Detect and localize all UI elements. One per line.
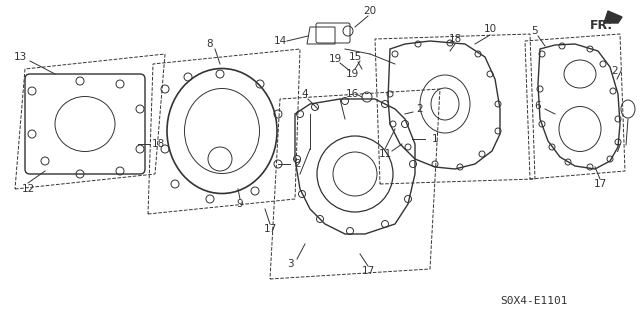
Text: 17: 17: [362, 266, 374, 276]
Text: FR.: FR.: [590, 19, 613, 32]
Text: 2: 2: [294, 159, 301, 169]
Text: 14: 14: [273, 36, 287, 46]
Text: S0X4-E1101: S0X4-E1101: [500, 296, 568, 306]
Text: 8: 8: [207, 39, 213, 49]
Text: 11: 11: [378, 149, 392, 159]
Text: 6: 6: [534, 101, 541, 111]
Text: 5: 5: [532, 26, 538, 36]
Text: 13: 13: [13, 52, 27, 62]
Text: 17: 17: [264, 224, 276, 234]
Text: 2: 2: [612, 66, 618, 76]
Text: 18: 18: [449, 34, 461, 44]
Text: 17: 17: [593, 179, 607, 189]
Text: 12: 12: [21, 184, 35, 194]
Text: 7: 7: [614, 144, 620, 154]
Text: 1: 1: [432, 134, 438, 144]
Text: 9: 9: [237, 199, 243, 209]
Polygon shape: [604, 11, 622, 23]
Text: 15: 15: [348, 52, 362, 62]
Text: 16: 16: [346, 89, 358, 99]
Text: 20: 20: [364, 6, 376, 16]
Text: 19: 19: [328, 54, 342, 64]
Text: 19: 19: [346, 69, 358, 79]
Text: 2: 2: [417, 104, 423, 114]
Text: 18: 18: [152, 139, 164, 149]
Text: 4: 4: [301, 89, 308, 99]
Text: 10: 10: [483, 24, 497, 34]
Text: 3: 3: [287, 259, 293, 269]
